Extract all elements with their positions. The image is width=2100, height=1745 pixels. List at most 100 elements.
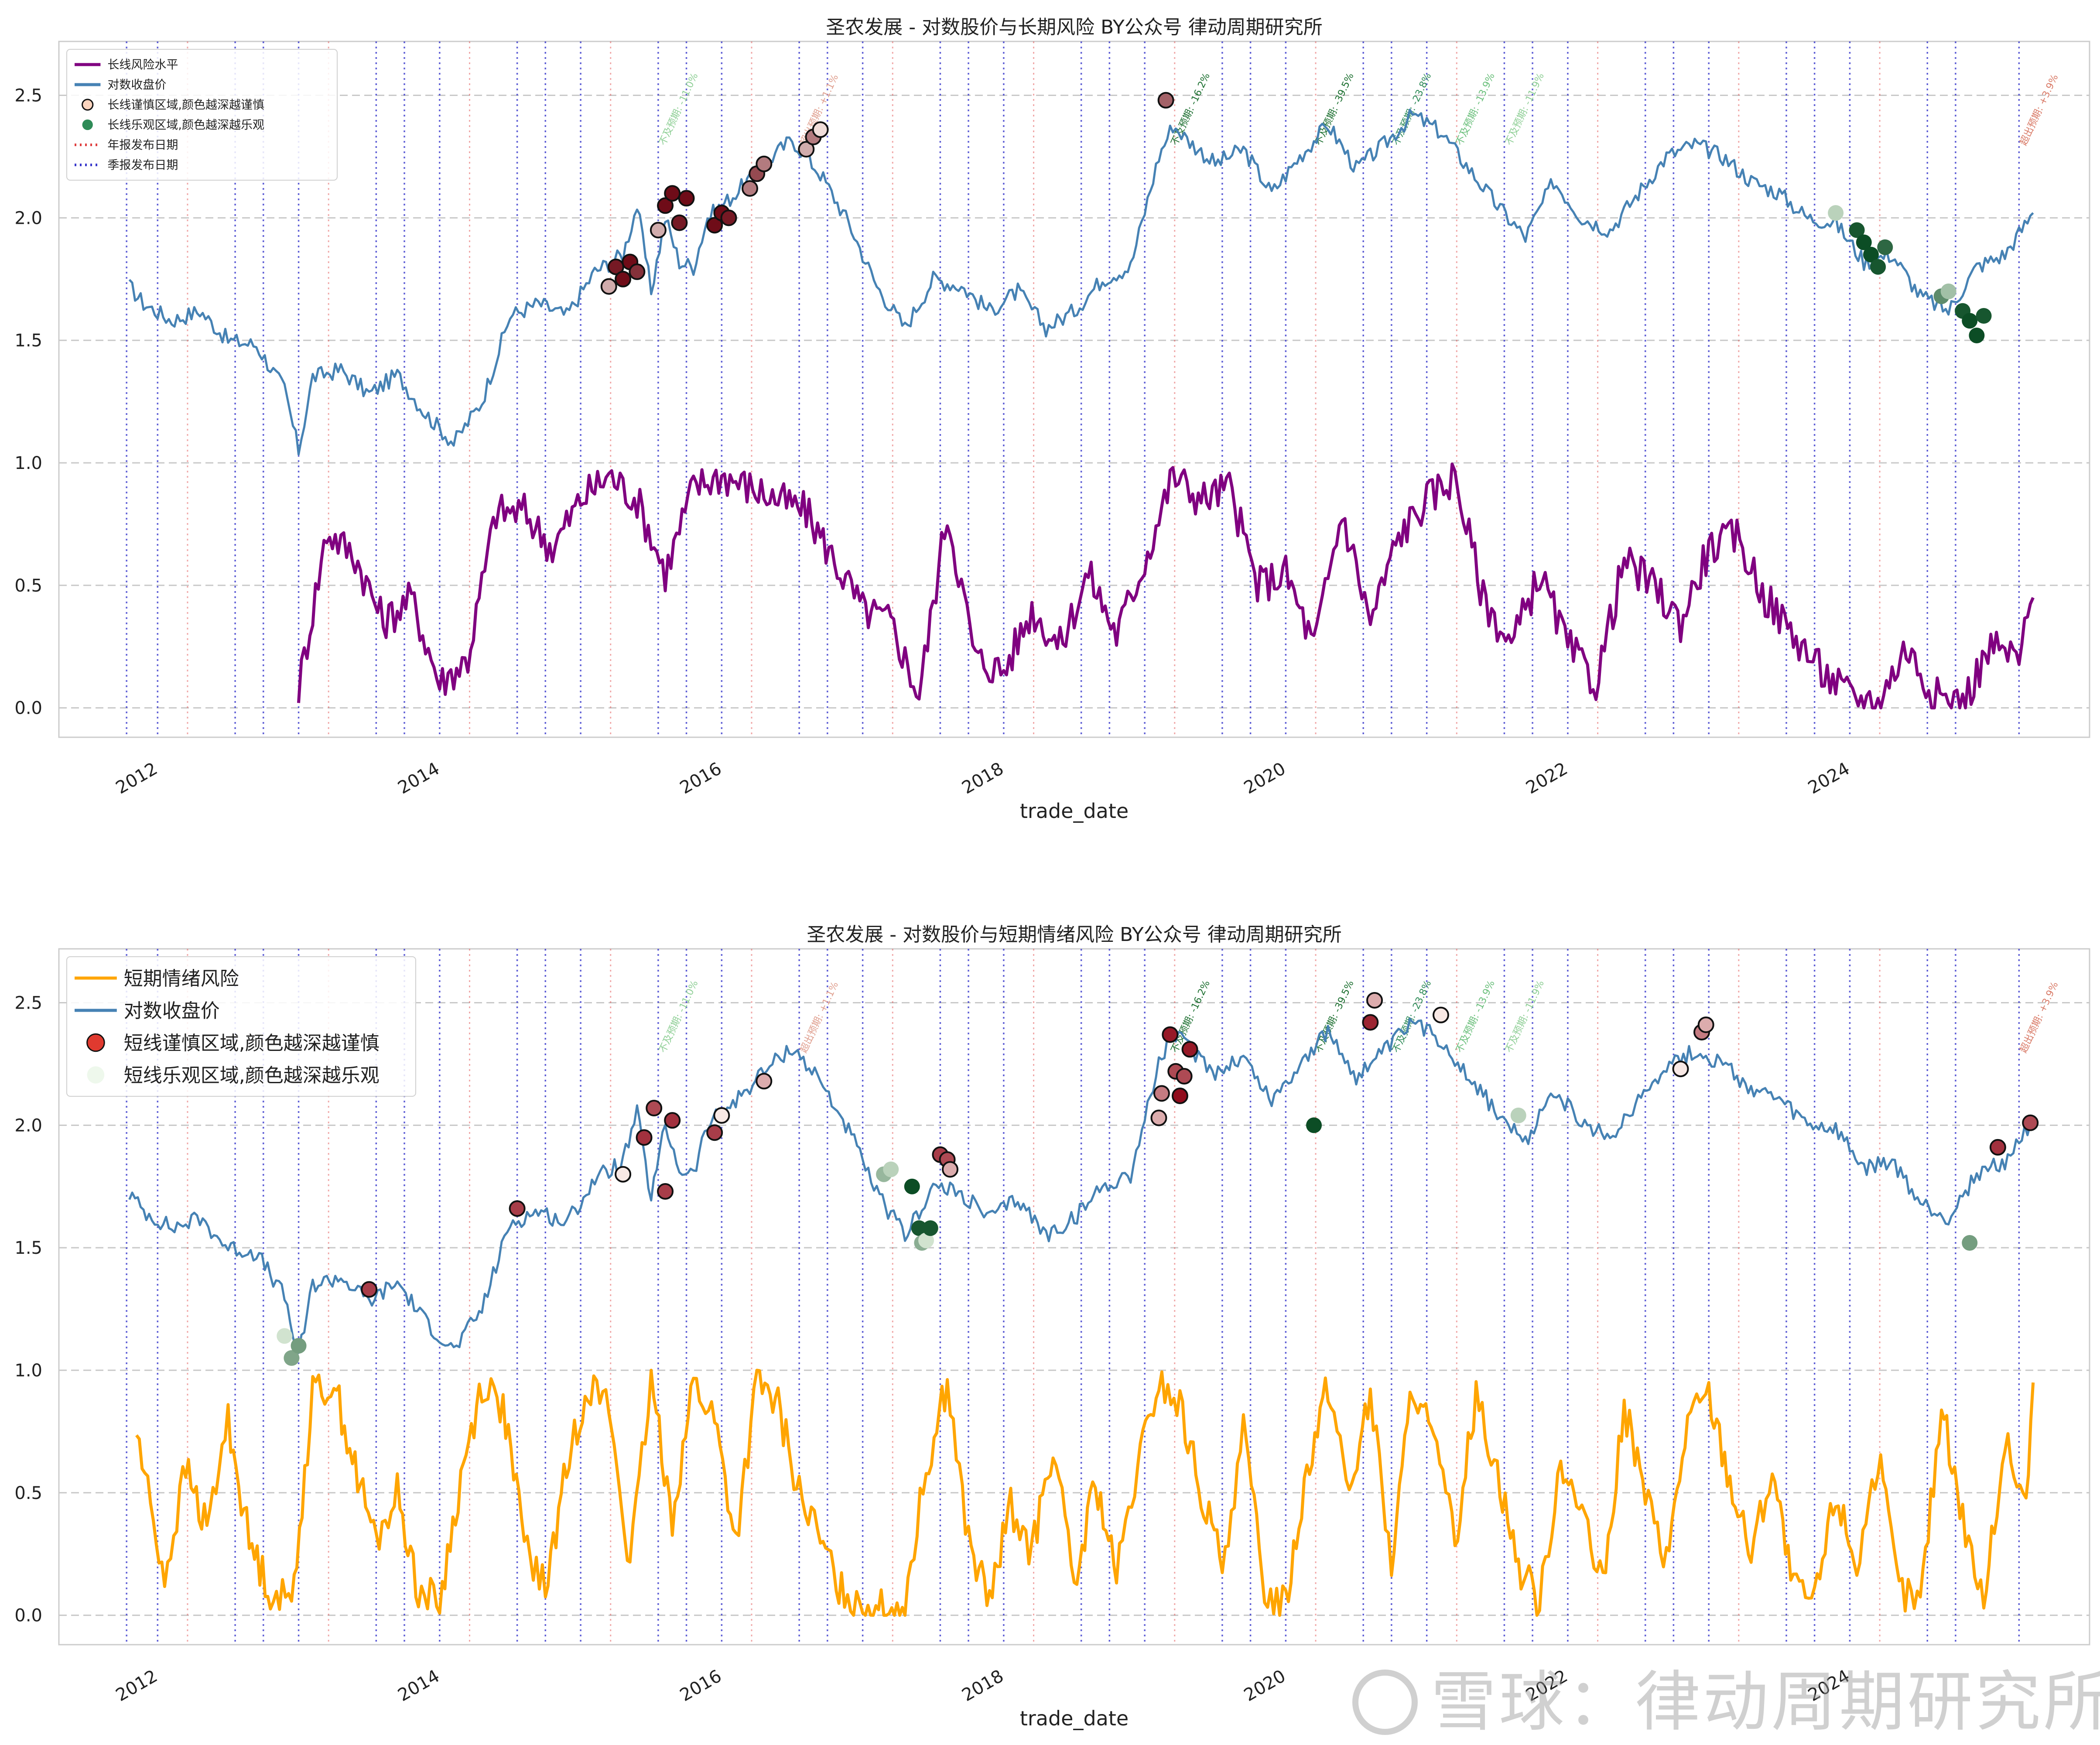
caution-marker: [1171, 1087, 1188, 1104]
optimism-marker: [1856, 234, 1872, 250]
caution-marker: [1157, 92, 1174, 109]
x-tick-label: 2018: [958, 759, 1007, 798]
snowball-logo-icon: [1352, 1669, 1418, 1735]
caution-marker: [636, 1129, 653, 1146]
caution-marker: [1181, 1041, 1198, 1058]
optimism-marker: [1940, 283, 1956, 299]
optimism-marker: [1510, 1107, 1526, 1123]
y-tick-label: 2.0: [14, 1115, 42, 1136]
legend-swatch-marker: [82, 119, 93, 130]
optimism-marker: [918, 1232, 934, 1249]
y-tick-label: 1.0: [14, 453, 42, 473]
caution-marker: [1362, 1014, 1379, 1031]
x-tick-label: 2012: [113, 759, 161, 798]
watermark-text: 雪球：律动周期研究所: [1431, 1664, 2100, 1740]
caution-marker: [706, 1124, 723, 1141]
y-tick-label: 2.5: [14, 86, 42, 106]
optimism-marker: [904, 1178, 920, 1194]
caution-marker: [664, 1112, 681, 1129]
chart-title: 圣农发展 - 对数股价与长期风险 BY公众号 律动周期研究所: [826, 16, 1322, 38]
caution-marker: [607, 258, 624, 275]
caution-marker: [600, 278, 617, 295]
x-axis-label: trade_date: [1020, 1707, 1129, 1730]
caution-marker: [2022, 1114, 2039, 1131]
legend: 长线风险水平对数收盘价长线谨慎区域,颜色越深越谨慎长线乐观区域,颜色越深越乐观年…: [66, 49, 338, 181]
legend-label: 短期情绪风险: [124, 968, 239, 990]
optimism-marker: [284, 1350, 300, 1366]
legend-label: 长线风险水平: [107, 58, 178, 72]
caution-marker: [756, 155, 773, 172]
caution-marker: [706, 217, 723, 234]
caution-marker: [1697, 1016, 1714, 1033]
optimism-marker: [1969, 327, 1985, 343]
caution-marker: [1432, 1006, 1449, 1023]
caution-marker: [361, 1281, 378, 1298]
caution-marker: [1150, 1109, 1167, 1126]
legend-label: 短线乐观区域,颜色越深越乐观: [124, 1064, 380, 1087]
series-log-price: [128, 1017, 2034, 1354]
caution-marker: [615, 1166, 632, 1183]
caution-marker: [1989, 1139, 2006, 1156]
optimism-marker: [277, 1328, 293, 1344]
optimism-marker: [1306, 1117, 1322, 1133]
legend-label: 对数收盘价: [124, 1000, 220, 1022]
optimism-marker: [1877, 239, 1893, 255]
series-log-price: [128, 108, 2034, 456]
watermark: 雪球：律动周期研究所: [1352, 1649, 2100, 1744]
caution-marker: [1176, 1068, 1193, 1085]
caution-marker: [812, 121, 829, 138]
y-tick-label: 0.5: [14, 576, 42, 596]
series-risk-level: [135, 1369, 2035, 1617]
chart-title: 圣农发展 - 对数股价与短期情绪风险 BY公众号 律动周期研究所: [807, 924, 1341, 946]
caution-marker: [657, 197, 674, 214]
x-tick-label: 2014: [394, 1666, 443, 1706]
x-tick-label: 2016: [677, 1666, 725, 1706]
legend-label: 年报发布日期: [107, 139, 178, 152]
optimism-marker: [922, 1220, 938, 1236]
y-tick-label: 0.5: [14, 1483, 42, 1503]
plot-area: [58, 41, 2090, 738]
caution-marker: [713, 1107, 730, 1124]
x-tick-label: 2024: [1805, 759, 1853, 798]
x-tick-label: 2014: [394, 759, 443, 798]
caution-marker: [671, 214, 688, 231]
optimism-marker: [1828, 205, 1844, 221]
caution-marker: [798, 141, 815, 158]
optimism-marker: [1962, 313, 1978, 329]
legend-label: 长线乐观区域,颜色越深越乐观: [107, 119, 264, 132]
optimism-marker: [1863, 246, 1879, 263]
caution-marker: [942, 1161, 959, 1178]
x-axis-label: trade_date: [1020, 799, 1129, 823]
caution-marker: [1672, 1061, 1689, 1078]
x-tick-label: 2018: [958, 1666, 1007, 1706]
optimism-marker: [1962, 1235, 1978, 1251]
caution-marker: [1366, 992, 1383, 1009]
optimism-marker: [911, 1220, 927, 1236]
caution-marker: [678, 190, 695, 207]
y-tick-label: 1.0: [14, 1361, 42, 1381]
caution-marker: [509, 1200, 526, 1217]
optimism-marker: [1849, 222, 1865, 238]
legend-box: [66, 49, 338, 181]
caution-marker: [1153, 1085, 1170, 1102]
legend-label: 对数收盘价: [107, 79, 166, 92]
x-tick-label: 2012: [113, 1666, 161, 1706]
caution-marker: [657, 1183, 674, 1200]
caution-marker: [756, 1073, 773, 1090]
legend-label: 长线谨慎区域,颜色越深越谨慎: [107, 99, 264, 112]
y-tick-label: 2.5: [14, 993, 42, 1013]
caution-marker: [629, 263, 646, 280]
y-tick-label: 0.0: [14, 1606, 42, 1626]
y-tick-label: 1.5: [14, 1238, 42, 1258]
legend-box: [66, 956, 416, 1097]
optimism-marker: [291, 1338, 307, 1354]
caution-marker: [650, 222, 667, 239]
optimism-marker: [1870, 259, 1886, 275]
x-tick-label: 2020: [1241, 1666, 1289, 1706]
caution-marker: [615, 270, 632, 287]
chart-panel-2: 圣农发展 - 对数股价与短期情绪风险 BY公众号 律动周期研究所 0.0 0.5 1.…: [14, 924, 2090, 1730]
y-tick-label: 2.0: [14, 208, 42, 228]
optimism-marker: [883, 1161, 899, 1177]
